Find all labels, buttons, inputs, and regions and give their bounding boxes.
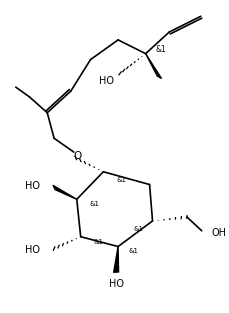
Text: OH: OH: [212, 228, 226, 238]
Text: &1: &1: [155, 45, 166, 54]
Polygon shape: [146, 54, 161, 79]
Polygon shape: [53, 185, 77, 199]
Text: &1: &1: [129, 249, 139, 254]
Text: &1: &1: [90, 201, 99, 207]
Text: HO: HO: [109, 279, 124, 289]
Text: &1: &1: [116, 177, 126, 182]
Text: &1: &1: [134, 226, 144, 232]
Polygon shape: [114, 247, 119, 272]
Text: HO: HO: [25, 181, 40, 191]
Text: O: O: [74, 151, 82, 161]
Text: &1: &1: [93, 239, 104, 245]
Text: HO: HO: [25, 245, 40, 255]
Text: HO: HO: [99, 76, 114, 86]
